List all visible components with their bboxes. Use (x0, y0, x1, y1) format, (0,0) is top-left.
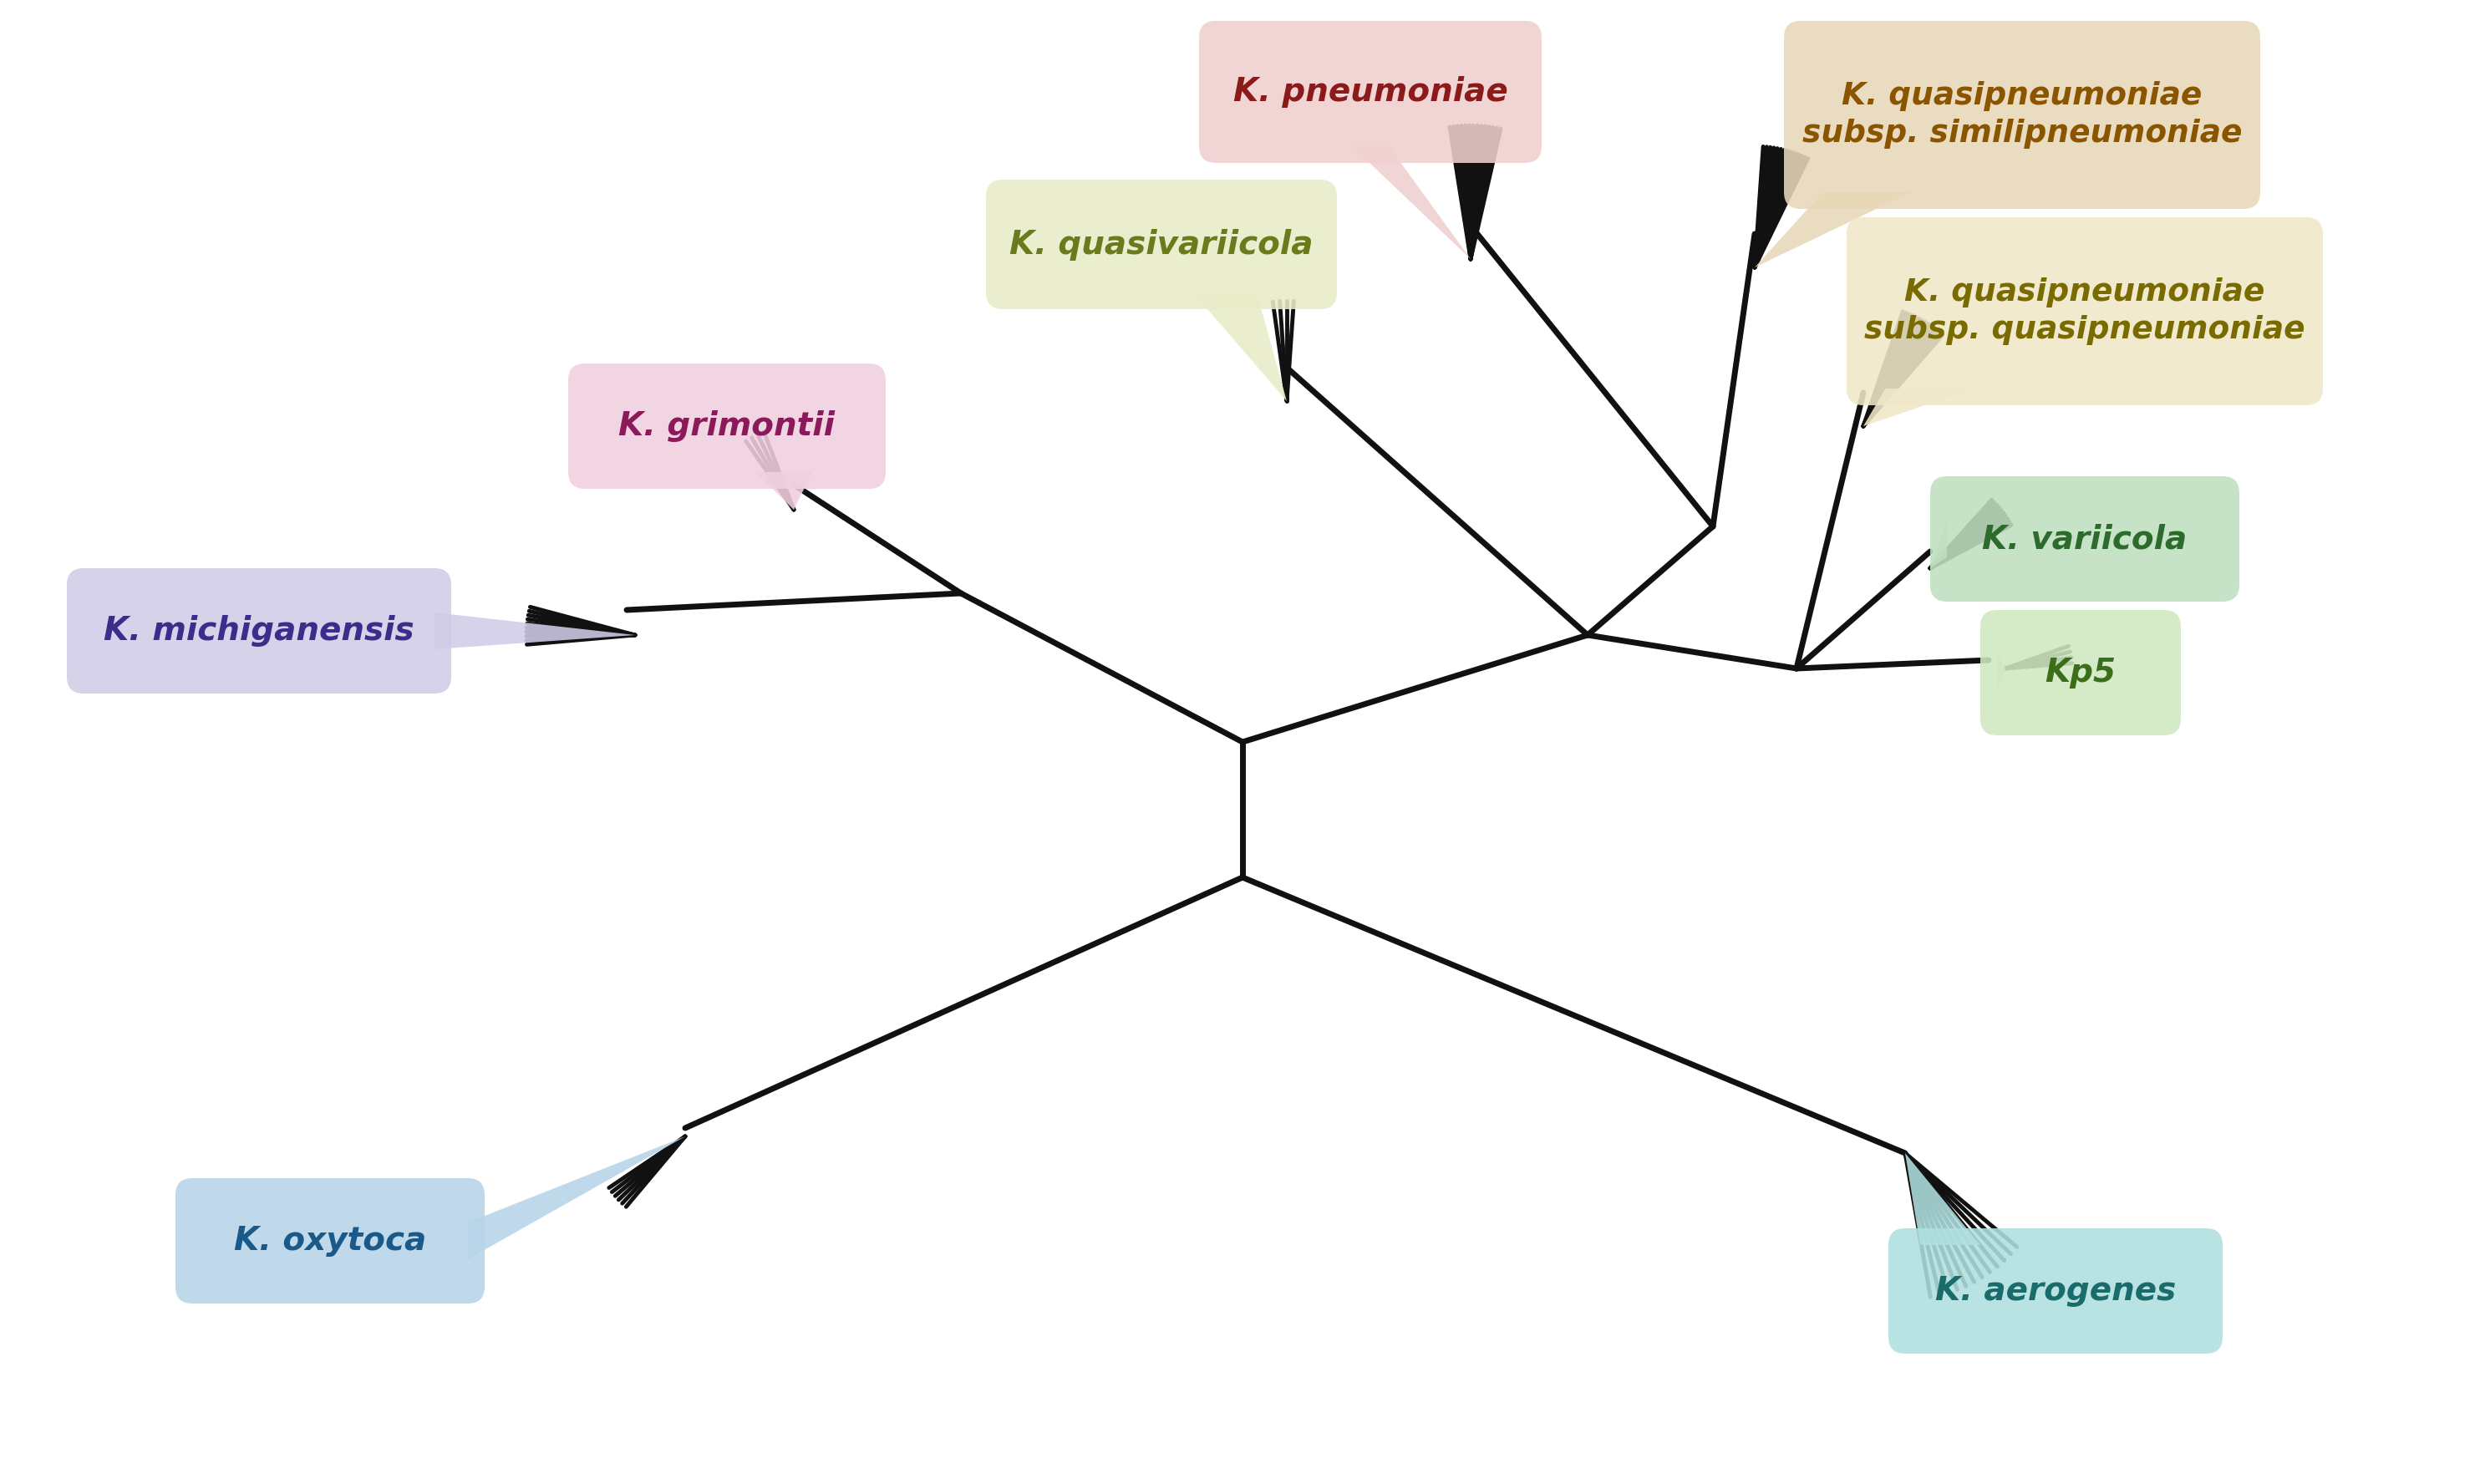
Polygon shape (1754, 193, 1911, 267)
Polygon shape (1906, 1153, 1981, 1245)
Text: K. aerogenes: K. aerogenes (1936, 1275, 2177, 1307)
Text: K. oxytoca: K. oxytoca (234, 1224, 427, 1257)
FancyBboxPatch shape (1200, 21, 1541, 163)
FancyBboxPatch shape (1931, 476, 2239, 601)
Text: K. quasipneumoniae
subsp. quasipneumoniae: K. quasipneumoniae subsp. quasipneumonia… (1864, 278, 2306, 344)
Text: Kp5: Kp5 (2045, 657, 2117, 689)
Polygon shape (1352, 147, 1471, 260)
FancyBboxPatch shape (987, 180, 1337, 309)
Text: K. quasivariicola: K. quasivariicola (1009, 229, 1312, 260)
FancyBboxPatch shape (67, 568, 452, 693)
Polygon shape (1193, 292, 1287, 401)
Polygon shape (1998, 654, 2005, 692)
FancyBboxPatch shape (1981, 610, 2182, 735)
FancyBboxPatch shape (176, 1178, 485, 1303)
FancyBboxPatch shape (569, 364, 885, 488)
FancyBboxPatch shape (1889, 1229, 2222, 1353)
Text: K. quasipneumoniae
subsp. similipneumoniae: K. quasipneumoniae subsp. similipneumoni… (1802, 82, 2241, 148)
Text: K. pneumoniae: K. pneumoniae (1233, 76, 1508, 108)
FancyBboxPatch shape (1846, 217, 2323, 405)
FancyBboxPatch shape (1784, 21, 2261, 209)
Polygon shape (467, 1137, 686, 1260)
Polygon shape (755, 472, 813, 509)
Polygon shape (1931, 521, 1946, 568)
Text: K. variicola: K. variicola (1983, 522, 2187, 555)
Text: K. michiganensis: K. michiganensis (104, 614, 415, 647)
Polygon shape (1864, 389, 1973, 426)
Text: K. grimontii: K. grimontii (619, 410, 835, 442)
Polygon shape (435, 613, 636, 650)
